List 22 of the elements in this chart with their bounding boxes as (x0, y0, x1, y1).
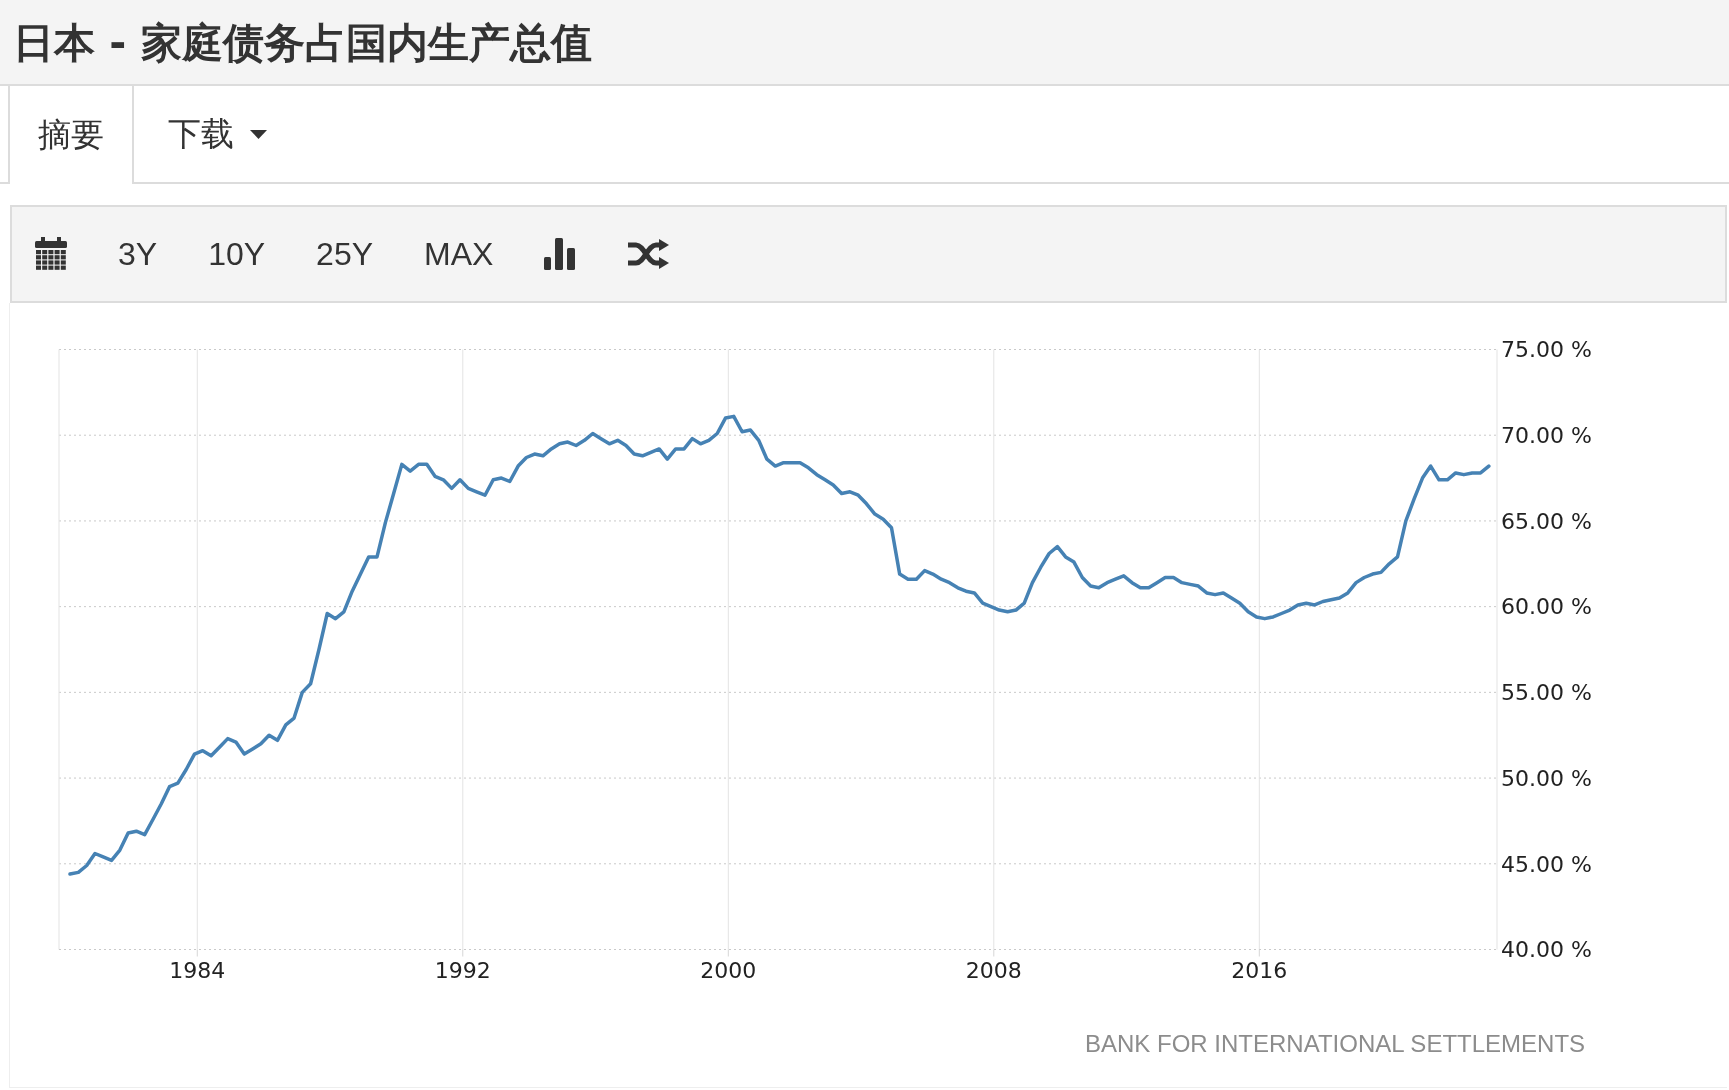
y-tick-label: 50.00 % (1501, 765, 1592, 791)
x-tick-label: 1984 (169, 958, 226, 984)
y-tick-label: 60.00 % (1501, 594, 1592, 620)
text: 摘要 (8, 86, 134, 184)
text: 10Y (208, 235, 266, 273)
line-series (68, 414, 1491, 876)
y-tick-label: 45.00 % (1501, 851, 1592, 877)
text: MAX (424, 235, 494, 273)
chart-title: 日本 - 家庭债务占国内生产总值 (13, 19, 592, 67)
y-tick-label: 65.00 % (1501, 508, 1592, 534)
text: BANK FOR INTERNATIONAL SETTLEMENTS (1085, 1030, 1586, 1057)
y-tick-label: 75.00 % (1501, 337, 1592, 363)
x-tick-label: 2016 (1231, 958, 1288, 984)
text: 3Y (118, 235, 158, 273)
x-tick-label: 1992 (434, 958, 491, 984)
text: 下载 (168, 112, 234, 155)
y-tick-label: 70.00 % (1501, 423, 1592, 449)
text: 25Y (316, 235, 374, 273)
x-tick-label: 2008 (965, 958, 1022, 984)
y-tick-label: 40.00 % (1501, 937, 1592, 963)
y-tick-label: 55.00 % (1501, 680, 1592, 706)
x-tick-label: 2000 (700, 958, 757, 984)
